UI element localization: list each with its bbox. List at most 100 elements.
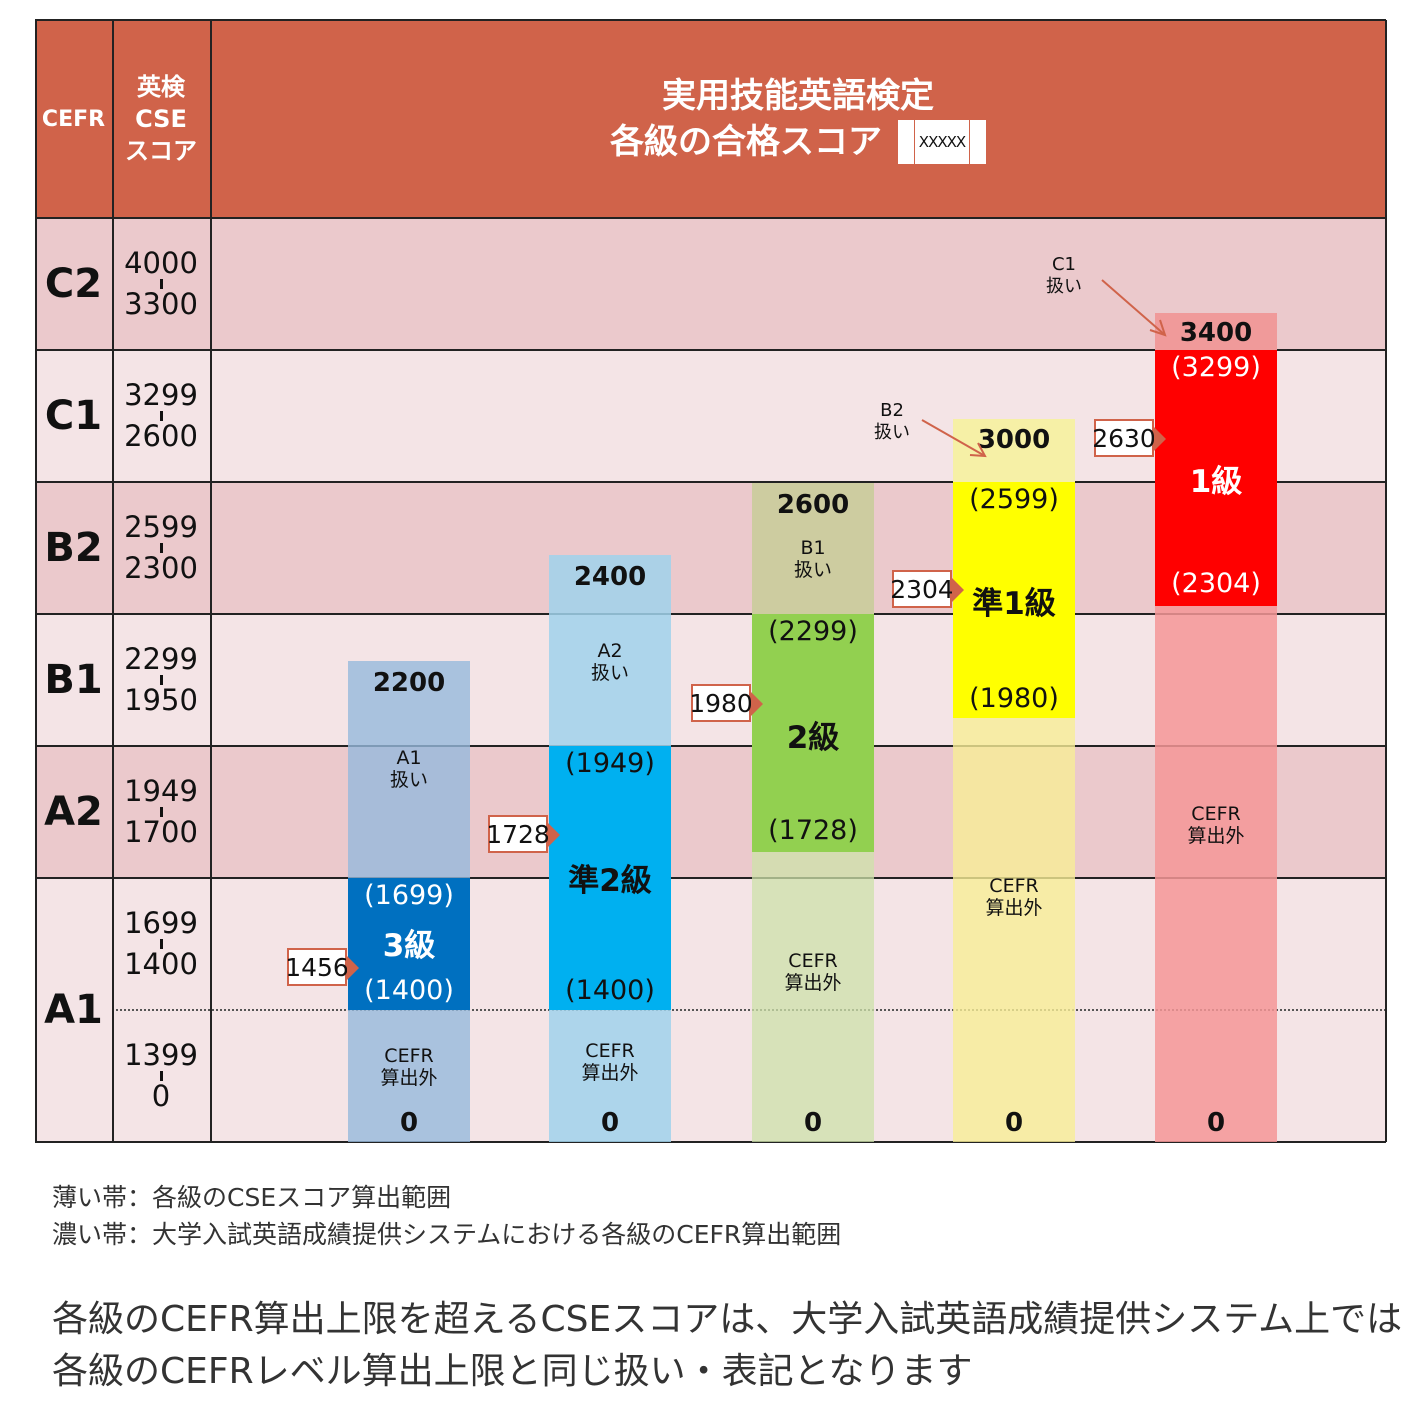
passing-score-callout: 2630: [1092, 419, 1166, 457]
cefr-level-label: B2: [44, 525, 103, 571]
cse-top: 2299: [124, 642, 198, 676]
row-divider: [35, 613, 1386, 615]
cefr-out-of-range: CEFR 算出外: [985, 875, 1043, 919]
cefr-range-band: [953, 482, 1075, 718]
treatment-note: A1 扱い: [389, 747, 428, 791]
cefr-upper: (2599): [969, 484, 1059, 515]
max-score: 2200: [372, 668, 446, 698]
cefr-lower: (1980): [969, 683, 1059, 714]
max-score: 2400: [573, 562, 647, 592]
min-score: 0: [803, 1108, 823, 1138]
grade-name: 準2級: [568, 863, 652, 899]
cse-top: 4000: [124, 246, 198, 280]
cefr-range-band: [1155, 350, 1277, 606]
cefr-level-label: C1: [44, 393, 103, 439]
cse-bottom: 0: [151, 1079, 171, 1113]
passing-score-callout: 1728: [486, 815, 560, 853]
header-title: 実用技能英語検定 各級の合格スコア XXXXX: [210, 20, 1386, 218]
passing-score-callout: 1980: [689, 684, 763, 722]
cse-top: 1699: [124, 906, 198, 940]
cefr-level-label: A1: [44, 987, 103, 1033]
column-divider: [1385, 20, 1387, 1142]
cefr-lower: (1400): [565, 975, 655, 1006]
min-score: 0: [1004, 1108, 1024, 1138]
grade-name: 1級: [1189, 464, 1243, 500]
cefr-lower: (1728): [768, 815, 858, 846]
cse-range: 3299 2600: [112, 350, 210, 482]
range-tick: [159, 411, 163, 421]
title-line1: 実用技能英語検定: [662, 76, 934, 116]
row-divider: [35, 1141, 1386, 1143]
legend-callout-box: XXXXX: [898, 118, 986, 166]
c1-treatment-note: C1 扱い: [1046, 254, 1082, 297]
column-divider: [210, 20, 212, 1142]
cefr-out-of-range: CEFR 算出外: [581, 1040, 639, 1084]
min-score: 0: [399, 1108, 419, 1138]
header-cse: 英検 CSE スコア: [112, 20, 210, 218]
row-divider: [35, 877, 1386, 879]
cefr-upper: (2299): [768, 616, 858, 647]
treatment-note: A2 扱い: [590, 640, 629, 684]
cse-bottom: 1400: [124, 947, 198, 981]
cse-bottom: 1700: [124, 815, 198, 849]
cse-bottom: 3300: [124, 287, 198, 321]
cefr-range-band: [348, 878, 470, 1010]
row-divider: [35, 481, 1386, 483]
upper-band: [953, 419, 1075, 482]
cse-top: 1949: [124, 774, 198, 808]
b2-treatment-note: B2 扱い: [874, 400, 910, 443]
cefr-upper: (1949): [565, 748, 655, 779]
range-tick: [159, 675, 163, 685]
min-score: 0: [600, 1108, 620, 1138]
cse-range: 1699 1400: [112, 878, 210, 1010]
max-score: 2600: [776, 490, 850, 520]
cse-range: 4000 3300: [112, 218, 210, 350]
upper-band: [1155, 313, 1277, 350]
grade-name: 3級: [382, 928, 436, 964]
cefr-upper: (3299): [1171, 352, 1261, 383]
column-divider: [35, 20, 37, 1142]
cefr-lower: (1400): [364, 975, 454, 1006]
cse-range: 2599 2300: [112, 482, 210, 614]
range-tick: [159, 543, 163, 553]
cefr-upper: (1699): [364, 880, 454, 911]
row-divider: [35, 349, 1386, 351]
row-divider: [35, 217, 1386, 219]
range-tick: [159, 279, 163, 289]
range-tick: [159, 807, 163, 817]
cefr-range-band: [752, 614, 874, 852]
title-line2-wrap: 各級の合格スコア XXXXX: [610, 118, 986, 166]
header-cefr: CEFR: [35, 20, 112, 218]
min-score: 0: [1206, 1108, 1226, 1138]
footnote-line1: 各級のCEFR算出上限を超えるCSEスコアは、大学入試英語成績提供システム上では: [52, 1299, 1403, 1340]
treatment-note: B1 扱い: [793, 537, 832, 581]
max-score: 3000: [977, 425, 1051, 455]
title-line2: 各級の合格スコア: [610, 122, 882, 162]
cefr-range-band: [549, 746, 671, 1010]
footnote-line2: 各級のCEFRレベル算出上限と同じ扱い・表記となります: [52, 1351, 973, 1392]
upper-band: [752, 483, 874, 614]
legend-callout-sample: XXXXX: [913, 118, 971, 166]
row-divider: [35, 745, 1386, 747]
passing-score-callout: 2304: [890, 570, 964, 608]
range-tick: [159, 939, 163, 949]
cefr-level-label: A2: [44, 789, 103, 835]
cse-range: 2299 1950: [112, 614, 210, 746]
legend-dark-band: 濃い帯：大学入試英語成績提供システムにおける各級のCEFR算出範囲: [52, 1220, 842, 1249]
passing-score-callout: 1456: [285, 948, 359, 986]
cefr-level-label: C2: [44, 261, 103, 307]
cefr-level-label: B1: [44, 657, 103, 703]
cse-bottom: 1950: [124, 683, 198, 717]
row-divider-dotted: [112, 1009, 1386, 1011]
cefr-lower: (2304): [1171, 568, 1261, 599]
grade-name: 準1級: [972, 586, 1056, 622]
cefr-out-of-range: CEFR 算出外: [784, 950, 842, 994]
cse-range: 1949 1700: [112, 746, 210, 878]
cse-top: 2599: [124, 510, 198, 544]
frame-top: [35, 19, 1386, 21]
cse-top: 3299: [124, 378, 198, 412]
cse-range: 1399 0: [112, 1010, 210, 1142]
cefr-out-of-range: CEFR 算出外: [1187, 803, 1245, 847]
cse-bottom: 2300: [124, 551, 198, 585]
